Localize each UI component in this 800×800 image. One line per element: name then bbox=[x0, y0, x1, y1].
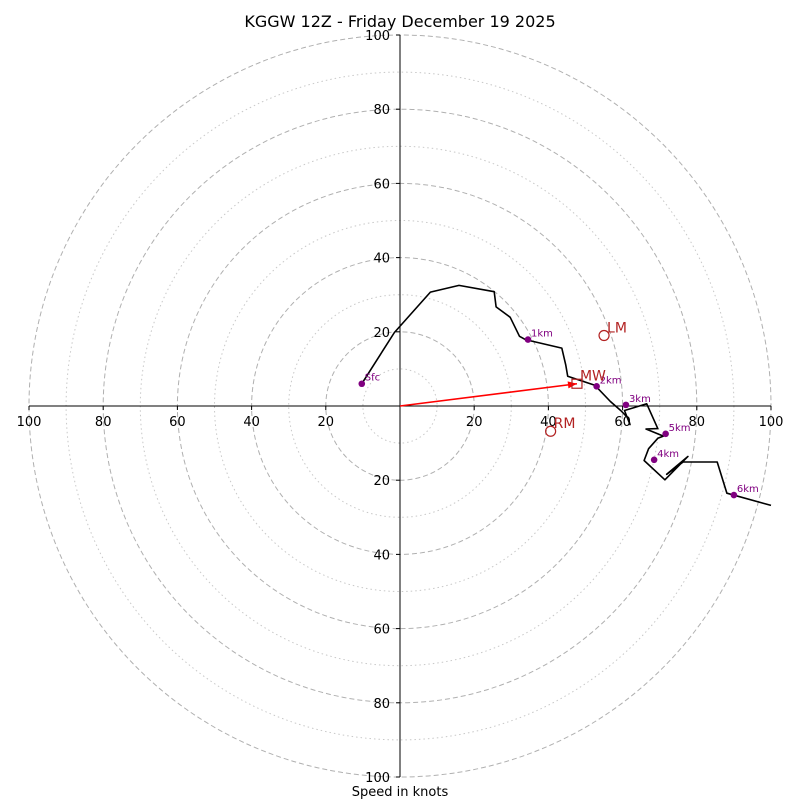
chart-title: KGGW 12Z - Friday December 19 2025 bbox=[244, 12, 555, 31]
height-markers: Sfc 1km 2km 3km 4km 5km 6km bbox=[358, 329, 759, 499]
y-tick-label: 20 bbox=[373, 474, 390, 489]
x-tick-label: 20 bbox=[466, 415, 483, 430]
storm-marker-RM bbox=[545, 425, 557, 437]
y-tick-label: 100 bbox=[365, 771, 390, 786]
storm-marker-LM bbox=[598, 329, 610, 342]
x-tick-label: 60 bbox=[169, 415, 186, 430]
wind-profile bbox=[361, 284, 772, 507]
storm-label-LM: LM bbox=[607, 321, 627, 337]
x-axis-label: Speed in knots bbox=[352, 785, 449, 800]
y-tick-label: 60 bbox=[373, 177, 390, 192]
height-label-2km: 2km bbox=[600, 375, 622, 386]
mean-wind-vector bbox=[399, 382, 578, 407]
height-marker-6km bbox=[730, 491, 738, 499]
wind-profile-line bbox=[361, 284, 772, 507]
y-tick-label: 20 bbox=[373, 326, 390, 341]
x-tick-label: 80 bbox=[95, 415, 112, 430]
y-tick-label: 80 bbox=[373, 103, 390, 118]
height-marker-3km bbox=[622, 401, 630, 409]
height-label-4km: 4km bbox=[657, 449, 679, 460]
x-tick-label: 100 bbox=[17, 415, 42, 430]
x-tick-label: 60 bbox=[614, 415, 631, 430]
height-label-6km: 6km bbox=[737, 484, 759, 495]
x-tick-label: 100 bbox=[759, 415, 784, 430]
storm-label-MW: MW bbox=[580, 369, 606, 385]
height-marker-Sfc bbox=[358, 380, 366, 388]
x-tick-label: 40 bbox=[243, 415, 260, 430]
height-label-3km: 3km bbox=[629, 394, 651, 405]
storm-label-RM: RM bbox=[554, 416, 576, 432]
height-marker-2km bbox=[593, 383, 600, 390]
height-label-5km: 5km bbox=[669, 423, 691, 434]
height-marker-5km bbox=[662, 430, 669, 438]
y-tick-label: 60 bbox=[373, 623, 390, 638]
y-tick-label: 40 bbox=[373, 548, 390, 563]
height-label-Sfc: Sfc bbox=[365, 373, 380, 384]
x-tick-label: 80 bbox=[689, 415, 706, 430]
y-tick-label: 40 bbox=[373, 252, 390, 267]
y-tick-label: 100 bbox=[365, 29, 390, 44]
x-tick-label: 20 bbox=[318, 415, 335, 430]
storm-motion: LM MW RM bbox=[545, 321, 627, 437]
height-label-1km: 1km bbox=[531, 329, 553, 340]
y-tick-label: 80 bbox=[373, 697, 390, 712]
height-marker-1km bbox=[524, 336, 532, 343]
tick-labels: 1001008080606040402020202040406060808010… bbox=[17, 29, 784, 786]
height-marker-4km bbox=[650, 456, 658, 464]
storm-marker-MW bbox=[571, 378, 583, 389]
